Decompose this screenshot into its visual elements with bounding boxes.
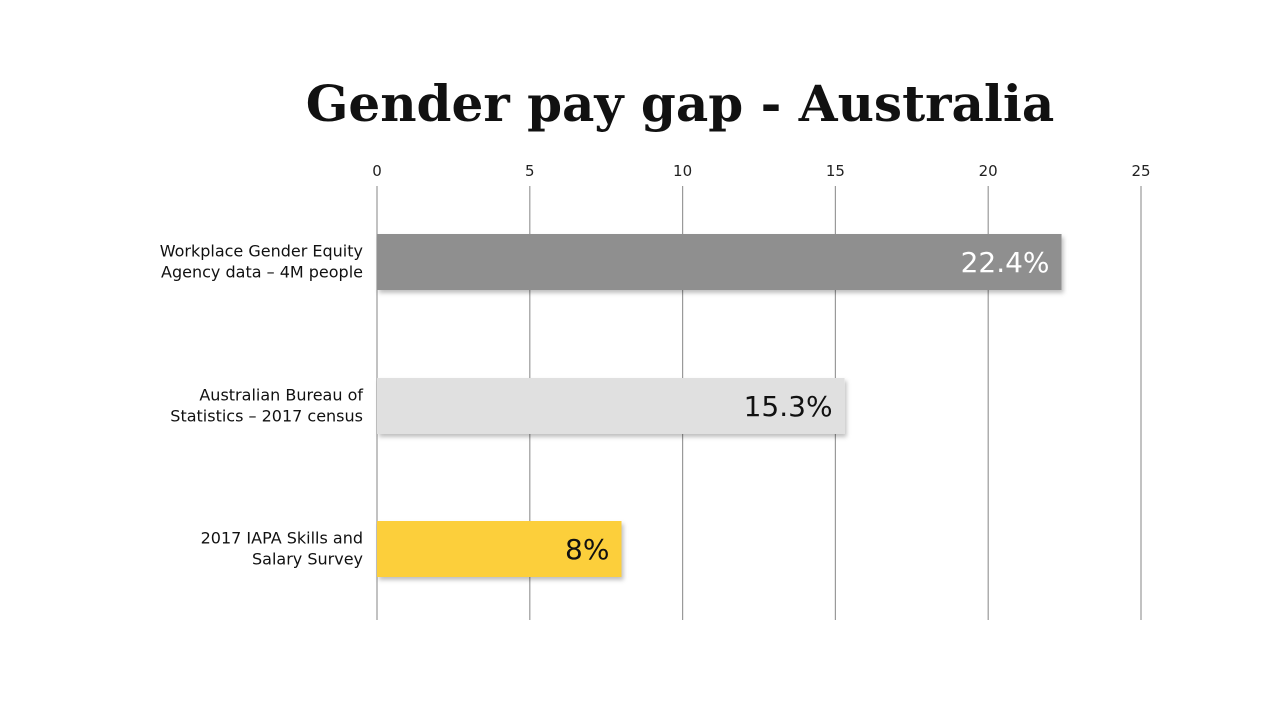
category-labels: Workplace Gender Equity Agency data – 4M … [160,242,364,569]
x-tick-label: 20 [979,162,998,180]
category-label-line: 2017 IAPA Skills and [201,529,363,548]
x-axis-ticks: 0 5 10 15 20 25 [372,162,1150,180]
bar-data-label: 22.4% [961,246,1050,279]
category-label: Australian Bureau of Statistics – 2017 ce… [170,386,363,426]
category-label-line: Statistics – 2017 census [170,407,363,426]
category-label: Workplace Gender Equity Agency data – 4M … [160,242,363,282]
bar-data-label: 8% [565,533,609,566]
category-label: 2017 IAPA Skills and Salary Survey [201,529,363,569]
category-label-line: Salary Survey [252,550,363,569]
chart-title: Gender pay gap - Australia [305,74,1055,133]
category-label-line: Australian Bureau of [199,386,363,405]
x-tick-label: 0 [372,162,382,180]
x-tick-label: 10 [673,162,692,180]
category-label-line: Workplace Gender Equity [160,242,363,261]
category-label-line: Agency data – 4M people [161,263,363,282]
bar [377,521,622,577]
bar [377,378,845,434]
x-tick-label: 5 [525,162,535,180]
bar [377,234,1062,290]
bars: 22.4% 15.3% 8% [377,234,1062,577]
x-tick-label: 15 [826,162,845,180]
bar-data-label: 15.3% [744,390,833,423]
x-tick-label: 25 [1131,162,1150,180]
